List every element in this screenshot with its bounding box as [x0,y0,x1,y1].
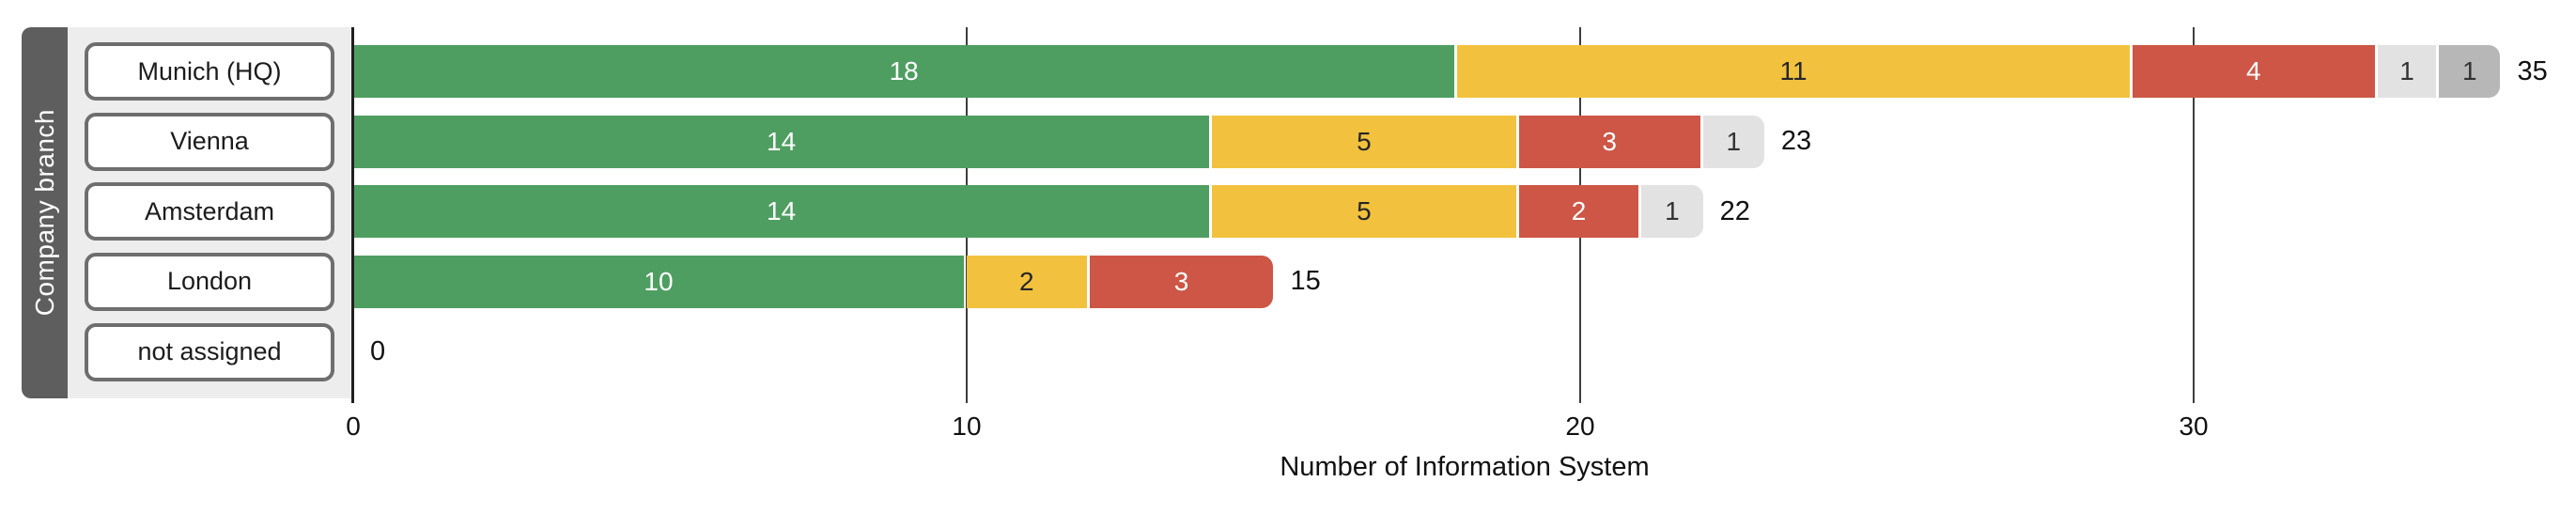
x-tick-label-20: 20 [1565,412,1595,441]
x-tick-label-0: 0 [346,412,361,441]
segment-light-gray[interactable]: 1 [2377,45,2437,98]
category-button-munich-hq[interactable]: Munich (HQ) [85,42,334,101]
segment-green[interactable]: 18 [353,45,1455,98]
bar-total-label: 0 [370,336,386,367]
y-axis-line [351,27,354,403]
bar-total-label: 23 [1780,126,1812,157]
x-tick-label-10: 10 [952,412,982,441]
segment-light-gray[interactable]: 1 [1641,185,1703,239]
segment-red[interactable]: 3 [1089,255,1274,308]
category-button-amsterdam[interactable]: Amsterdam [85,182,334,241]
segment-green[interactable]: 14 [353,115,1210,168]
y-axis-band: Company branch [22,27,68,398]
bar-row-munich-hq: 18 11 4 1 1 [353,45,2501,98]
bar-total-label: 15 [1290,266,1321,297]
x-tick-label-30: 30 [2179,412,2209,441]
bar-total-label: 35 [2517,55,2548,86]
bar-row-london: 10 2 3 [353,255,1274,308]
segment-amber[interactable]: 5 [1212,185,1516,239]
category-button-vienna[interactable]: Vienna [85,112,334,171]
segment-red[interactable]: 3 [1518,115,1700,168]
segment-red[interactable]: 2 [1518,185,1639,239]
category-button-london[interactable]: London [85,252,334,311]
bar-row-amsterdam: 14 5 2 1 [353,185,1703,239]
bar-row-vienna: 14 5 3 1 [353,115,1764,168]
segment-gray[interactable]: 1 [2439,45,2501,98]
segment-amber[interactable]: 11 [1457,45,2130,98]
segment-red[interactable]: 4 [2132,45,2375,98]
bar-total-label: 22 [1719,195,1750,226]
segment-light-gray[interactable]: 1 [1702,115,1764,168]
category-label-panel: Munich (HQ) Vienna Amsterdam London not assi… [68,27,351,398]
segment-green[interactable]: 10 [353,255,964,308]
y-axis-title: Company branch [29,109,59,317]
segment-green[interactable]: 14 [353,185,1210,239]
segment-amber[interactable]: 5 [1212,115,1516,168]
gridline-x-30 [2193,27,2195,403]
segment-amber[interactable]: 2 [967,255,1087,308]
x-axis-title: Number of Information System [1280,452,1650,482]
category-button-not-assigned[interactable]: not assigned [85,322,334,381]
